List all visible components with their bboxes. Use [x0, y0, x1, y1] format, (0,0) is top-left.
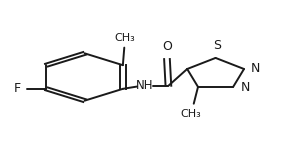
Text: CH₃: CH₃ [114, 33, 135, 43]
Text: CH₃: CH₃ [180, 109, 201, 119]
Text: NH: NH [136, 79, 153, 92]
Text: F: F [14, 82, 21, 95]
Text: S: S [213, 39, 221, 52]
Text: O: O [162, 40, 172, 53]
Text: N: N [251, 62, 261, 75]
Text: N: N [240, 81, 250, 94]
